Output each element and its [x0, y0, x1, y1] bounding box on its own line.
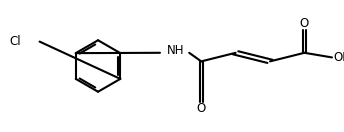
Text: NH: NH: [167, 44, 184, 57]
Text: OH: OH: [334, 51, 344, 64]
Text: O: O: [197, 102, 206, 115]
Text: O: O: [300, 17, 309, 30]
Text: Cl: Cl: [9, 35, 21, 48]
